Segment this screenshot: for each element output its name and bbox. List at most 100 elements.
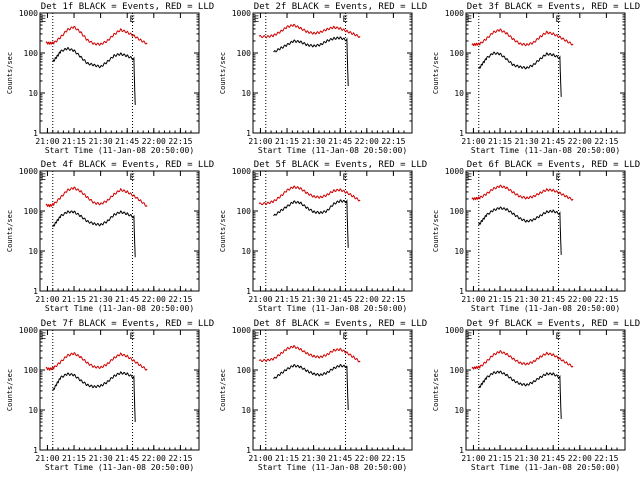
series-lld-line	[471, 350, 574, 370]
y-tick-label: 1	[33, 129, 38, 138]
x-tick-label: 21:00	[461, 295, 485, 304]
x-tick-label: 21:30	[515, 295, 539, 304]
marker-label: E	[254, 173, 259, 183]
marker-label: E	[343, 173, 348, 183]
y-tick-label: 1	[246, 287, 251, 296]
x-tick-label: 21:00	[461, 454, 485, 463]
x-tick-label: 21:15	[275, 295, 299, 304]
x-tick-label: 21:15	[62, 295, 86, 304]
y-tick-label: 100	[237, 366, 252, 375]
y-tick-label: 1000	[232, 9, 251, 18]
y-axis-label: Counts/sec	[6, 210, 14, 252]
plot-title: Det 4f BLACK = Events, RED = LLD	[41, 160, 214, 170]
y-tick-label: 1000	[445, 9, 464, 18]
series-events-line	[478, 51, 562, 97]
y-axis-label: Counts/sec	[6, 52, 14, 94]
x-tick-label: 22:15	[381, 454, 405, 463]
x-tick-label: 21:45	[115, 295, 139, 304]
x-tick-label: 21:00	[248, 454, 272, 463]
detector-plot-1: Det 1f BLACK = Events, RED = LLD E E 1 10 100…	[6, 2, 214, 155]
marker-label: E	[41, 332, 46, 342]
y-tick-label: 100	[24, 207, 39, 216]
marker-label: E	[130, 332, 135, 342]
series-lld-line	[471, 184, 574, 201]
x-tick-label: 22:15	[594, 137, 618, 146]
y-tick-label: 100	[24, 366, 39, 375]
y-tick-label: 10	[241, 406, 251, 415]
plot-frame	[39, 329, 200, 451]
x-tick-label: 21:15	[62, 137, 86, 146]
y-tick-label: 10	[454, 406, 464, 415]
marker-label: E	[130, 173, 135, 183]
y-tick-label: 1000	[19, 9, 38, 18]
marker-label: E	[556, 15, 561, 25]
x-axis-label: Start Time (11-Jan-08 20:50:00)	[258, 146, 407, 155]
x-tick-label: 21:45	[115, 454, 139, 463]
plot-frame	[465, 329, 626, 451]
marker-label: E	[467, 173, 472, 183]
plot-frame	[39, 12, 200, 134]
x-tick-label: 21:00	[35, 295, 59, 304]
y-tick-label: 1000	[232, 167, 251, 176]
detector-plot-5: Det 5f BLACK = Events, RED = LLD E E 1 10 100…	[219, 160, 427, 313]
x-tick-label: 22:00	[568, 137, 592, 146]
y-tick-label: 1	[246, 446, 251, 455]
x-tick-label: 21:45	[115, 137, 139, 146]
series-lld-line	[45, 25, 148, 47]
x-tick-label: 21:45	[541, 295, 565, 304]
marker-label: E	[41, 173, 46, 183]
x-tick-label: 21:00	[35, 137, 59, 146]
y-tick-label: 10	[454, 247, 464, 256]
series-events-line	[273, 363, 349, 411]
x-tick-label: 21:30	[302, 454, 326, 463]
marker-label: E	[41, 15, 46, 25]
plot-title: Det 7f BLACK = Events, RED = LLD	[41, 319, 214, 329]
series-events-line	[52, 46, 136, 106]
y-tick-label: 100	[450, 49, 465, 58]
x-tick-label: 21:30	[302, 137, 326, 146]
y-tick-label: 1	[459, 446, 464, 455]
marker-label: E	[254, 332, 259, 342]
series-lld-line	[45, 186, 148, 208]
x-tick-label: 21:45	[541, 137, 565, 146]
plot-title: Det 8f BLACK = Events, RED = LLD	[254, 319, 427, 329]
series-lld-line	[258, 345, 361, 363]
x-tick-label: 22:15	[168, 137, 192, 146]
x-tick-label: 22:15	[594, 295, 618, 304]
y-tick-label: 10	[241, 247, 251, 256]
x-tick-label: 22:00	[355, 295, 379, 304]
detector-plot-7: Det 7f BLACK = Events, RED = LLD E E 1 10 100…	[6, 319, 214, 472]
y-tick-label: 1000	[445, 167, 464, 176]
x-tick-label: 21:30	[89, 137, 113, 146]
detector-plot-6: Det 6f BLACK = Events, RED = LLD E E 1 10 100…	[432, 160, 640, 313]
series-lld-line	[258, 185, 361, 206]
x-tick-label: 21:45	[541, 454, 565, 463]
y-axis-label: Counts/sec	[6, 369, 14, 411]
x-axis-label: Start Time (11-Jan-08 20:50:00)	[45, 146, 194, 155]
y-tick-label: 1	[33, 287, 38, 296]
y-tick-label: 10	[454, 89, 464, 98]
x-tick-label: 21:15	[488, 137, 512, 146]
x-tick-label: 22:00	[355, 454, 379, 463]
marker-label: E	[467, 332, 472, 342]
marker-label: E	[130, 15, 135, 25]
y-tick-label: 10	[28, 247, 38, 256]
y-tick-label: 100	[450, 207, 465, 216]
x-tick-label: 21:30	[89, 295, 113, 304]
x-tick-label: 21:00	[248, 137, 272, 146]
plot-frame	[252, 329, 413, 451]
x-tick-label: 22:00	[568, 454, 592, 463]
marker-label: E	[556, 173, 561, 183]
plot-title: Det 2f BLACK = Events, RED = LLD	[254, 2, 427, 12]
x-tick-label: 21:45	[328, 295, 352, 304]
x-tick-label: 22:15	[168, 454, 192, 463]
plot-frame	[465, 170, 626, 292]
plot-title: Det 1f BLACK = Events, RED = LLD	[41, 2, 214, 12]
plot-frame	[252, 170, 413, 292]
y-axis-label: Counts/sec	[219, 52, 227, 94]
x-tick-label: 21:15	[275, 454, 299, 463]
series-events-line	[478, 206, 562, 255]
series-events-line	[478, 370, 562, 419]
y-tick-label: 1000	[445, 326, 464, 335]
plot-frame	[39, 170, 200, 292]
